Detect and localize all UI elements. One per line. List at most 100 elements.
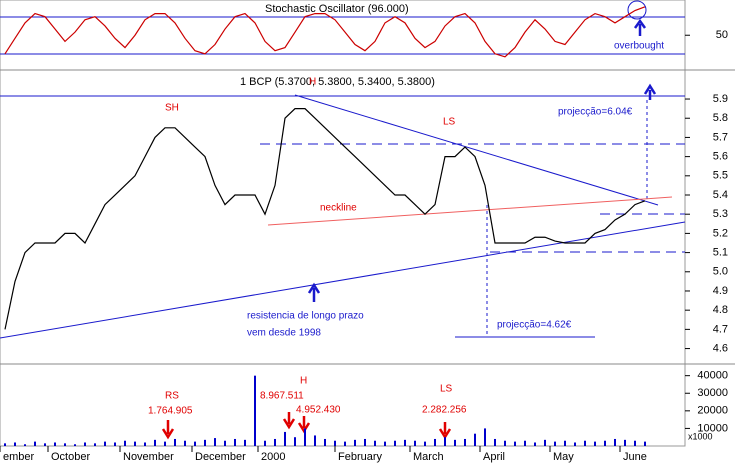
- volume-bar: [614, 438, 616, 446]
- trendlines: [0, 94, 686, 339]
- y-tick-label: 5.8: [713, 112, 728, 124]
- volume-bar: [304, 428, 306, 446]
- volume-bar: [444, 437, 446, 446]
- y-tick-label: 10000: [697, 422, 728, 434]
- annotation: H: [309, 77, 316, 88]
- volume-bar: [344, 441, 346, 446]
- highlight-circle: [627, 0, 647, 20]
- volume-bar: [274, 438, 276, 446]
- volume-bar: [264, 440, 266, 446]
- volume-bar: [554, 441, 556, 446]
- volume-bar: [144, 442, 146, 446]
- volume-bar: [404, 439, 406, 446]
- volume-bar: [544, 439, 546, 446]
- volume-bar: [334, 440, 336, 446]
- volume-bar: [454, 439, 456, 446]
- x-tick-label: May: [553, 451, 574, 463]
- volume-bar: [204, 439, 206, 446]
- annotation: 8.967.511: [260, 391, 304, 402]
- volume-bar: [174, 438, 176, 446]
- x-tick-label: December: [195, 451, 246, 463]
- annotation: SH: [165, 103, 179, 114]
- y-tick-label: 4.6: [713, 342, 728, 354]
- volume-bar: [74, 444, 76, 446]
- volume-bar: [644, 441, 646, 446]
- annotation: overbought: [614, 41, 664, 52]
- volume-bar: [14, 442, 16, 446]
- stochastic-title: Stochastic Oscillator (96.000): [265, 3, 409, 15]
- volume-bar: [464, 438, 466, 446]
- price-line: [4, 108, 646, 330]
- plot-frame: [0, 0, 686, 447]
- x-tick-label: ember: [3, 451, 35, 463]
- volume-bar: [314, 435, 316, 446]
- y-tick-label: 5.9: [713, 93, 728, 105]
- volume-bar: [124, 440, 126, 446]
- annotation: LS: [440, 384, 453, 395]
- volume-bar: [604, 440, 606, 446]
- volume-bar: [504, 440, 506, 446]
- y-tick-label: 5.0: [713, 266, 728, 278]
- volume-bar: [484, 428, 486, 446]
- volume-bar: [134, 441, 136, 446]
- annotation: projecção=6.04€: [558, 107, 633, 118]
- volume-bar: [354, 439, 356, 446]
- volume-bar: [234, 438, 236, 446]
- volume-bar: [374, 440, 376, 446]
- volume-bar: [434, 438, 436, 446]
- annotation: 1.764.905: [148, 406, 193, 417]
- y-tick-label: 50: [716, 29, 728, 41]
- arrow: [633, 18, 647, 36]
- x-tick-label: March: [413, 451, 444, 463]
- volume-bar: [594, 441, 596, 446]
- volume-unit: x1000: [688, 431, 713, 441]
- volume-bar: [324, 438, 326, 446]
- volume-bar: [94, 443, 96, 446]
- volume-bar: [364, 438, 366, 446]
- y-tick-label: 5.4: [713, 189, 728, 201]
- volume-arrows: [161, 412, 452, 440]
- volume-bar: [394, 440, 396, 446]
- volume-bar: [24, 444, 26, 446]
- annotation: neckline: [320, 203, 357, 214]
- price-title: 1 BCP (5.3700, 5.3800, 5.3400, 5.3800): [240, 76, 435, 88]
- arrow: [307, 282, 321, 302]
- volume-bar: [584, 440, 586, 446]
- volume-bar: [244, 439, 246, 446]
- y-tick-label: 4.9: [713, 285, 728, 297]
- annotation: H: [300, 376, 307, 387]
- volume-bar: [474, 433, 476, 446]
- y-tick-label: 30000: [697, 387, 728, 399]
- volume-bar: [44, 443, 46, 446]
- annotation: resistencia de longo prazo: [247, 311, 364, 322]
- volume-bar: [34, 441, 36, 446]
- annotation: 4.952.430: [296, 405, 341, 416]
- volume-bar: [84, 442, 86, 446]
- volume-bar: [214, 438, 216, 446]
- x-tick-label: June: [623, 451, 647, 463]
- y-tick-label: 5.5: [713, 170, 728, 182]
- annotation: RS: [165, 391, 179, 402]
- volume-bar: [64, 443, 66, 446]
- volume-bar: [634, 440, 636, 446]
- annotation: 2.282.256: [422, 405, 467, 416]
- y-tick-label: 5.3: [713, 208, 728, 220]
- x-tick-label: November: [123, 451, 174, 463]
- volume-bar: [564, 440, 566, 446]
- y-tick-label: 4.8: [713, 304, 728, 316]
- x-tick-label: February: [338, 451, 383, 463]
- volume-bar: [194, 441, 196, 446]
- volume-bar: [524, 440, 526, 446]
- volume-bar: [424, 441, 426, 446]
- volume-bar: [624, 439, 626, 446]
- x-tick-label: 2000: [261, 451, 285, 463]
- volume-bar: [384, 441, 386, 446]
- volume-bar: [574, 442, 576, 446]
- y-tick-label: 20000: [697, 405, 728, 417]
- volume-bar: [54, 442, 56, 446]
- volume-bar: [534, 442, 536, 446]
- x-tick-label: October: [51, 451, 90, 463]
- neckline: [267, 196, 673, 226]
